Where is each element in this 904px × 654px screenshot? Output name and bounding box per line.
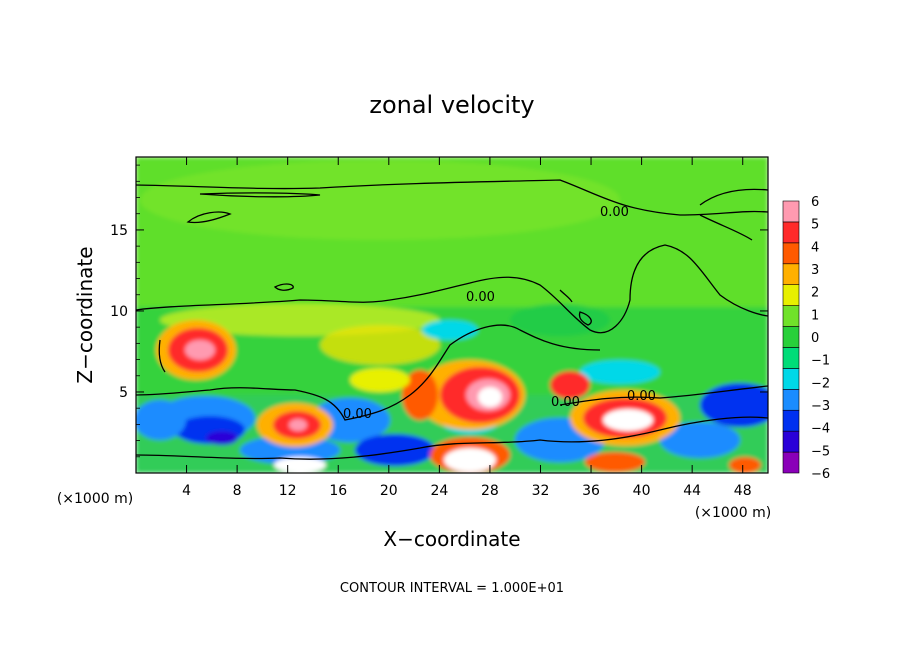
colorbar-swatch [782,284,800,306]
x-tick-label: 40 [633,483,651,499]
zero-contours [136,179,768,460]
colorbar-swatch [782,326,800,348]
colorbar-label: −4 [811,422,830,437]
colorbar-swatch [782,305,800,327]
x-axis-label: X−coordinate [383,527,520,551]
contour-labels: 0.00 0.00 0.00 0.00 0.00 [343,205,656,422]
plot-area: 0.00 0.00 0.00 0.00 0.00 4 8 12 16 20 24 28 32 3… [110,156,769,499]
plot-frame [135,156,769,474]
x-tick-label: 20 [380,483,398,499]
colorbar-swatch [782,451,800,474]
velocity-field [136,157,768,473]
colorbar-label: 6 [811,195,819,210]
colorbar-label: −2 [811,376,830,391]
contour-label: 0.00 [551,395,580,410]
x-tick-label: 36 [582,483,600,499]
colorbar-swatch [782,242,800,265]
x-tick-label: 32 [532,483,550,499]
x-tick-label: 16 [329,483,347,499]
colorbar-label: −3 [811,399,830,414]
colorbar-swatch [782,389,800,411]
y-tick-label: 15 [110,223,128,239]
contour-label: 0.00 [343,407,372,422]
colorbar-label: 1 [811,308,819,323]
x-unit-left: (×1000 m) [57,491,133,507]
x-tick-label: 28 [481,483,499,499]
y-axis-label: Z−coordinate [73,246,97,383]
colorbar-swatch [782,221,800,244]
y-tick-label: 5 [119,385,128,401]
colorbar-label: 0 [811,331,819,346]
colorbar-swatch [782,409,800,432]
x-tick-label: 44 [683,483,701,499]
contour-label: 0.00 [627,389,656,404]
colorbar-swatch [782,263,800,285]
colorbar-swatch [782,200,800,223]
colorbar-label: 5 [811,218,819,233]
colorbar-swatch [782,368,800,390]
chart-title: zonal velocity [369,91,534,119]
colorbar-label: 3 [811,263,819,278]
x-tick-label: 24 [430,483,448,499]
contour-label: 0.00 [466,290,495,305]
x-tick-label: 48 [734,483,752,499]
colorbar-swatch [782,347,800,369]
colorbar-swatch [782,430,800,453]
colorbar: −6 −5 −4 −3 −2 −1 0 1 2 3 4 5 6 [782,195,830,482]
colorbar-label: −1 [811,354,830,369]
x-tick-label: 8 [233,483,242,499]
x-tick-label: 4 [182,483,191,499]
contour-interval-note: CONTOUR INTERVAL = 1.000E+01 [340,581,564,596]
colorbar-label: 2 [811,286,819,301]
x-unit-right: (×1000 m) [695,505,771,521]
colorbar-label: −6 [811,467,830,482]
colorbar-label: −5 [811,444,830,459]
contour-label: 0.00 [600,205,629,220]
x-tick-label: 12 [279,483,297,499]
y-tick-label: 10 [110,304,128,320]
colorbar-label: 4 [811,240,819,255]
